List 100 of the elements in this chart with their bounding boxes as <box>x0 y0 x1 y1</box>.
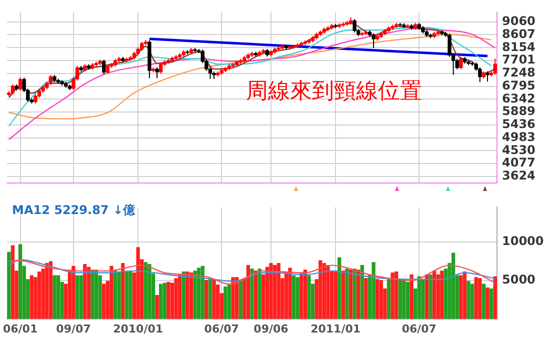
x-tick-label: 09/07 <box>56 322 91 336</box>
candlestick <box>372 32 376 48</box>
y-tick-label: 5000 <box>502 272 536 286</box>
bar <box>136 247 140 319</box>
bar <box>466 280 470 319</box>
candlestick <box>106 64 110 74</box>
bar <box>196 268 201 319</box>
bar <box>79 275 83 319</box>
bar <box>159 284 163 319</box>
bar <box>459 275 463 319</box>
bar <box>402 279 406 319</box>
bar <box>238 280 242 319</box>
bar <box>234 277 239 319</box>
bar <box>462 272 467 319</box>
bar <box>326 264 330 319</box>
bar <box>75 275 80 319</box>
bar <box>300 272 304 319</box>
bar <box>56 275 60 319</box>
bar <box>489 288 494 319</box>
candlestick <box>493 58 497 76</box>
x-tick-label: 06/07 <box>402 322 436 336</box>
bar <box>94 270 98 319</box>
candlestick <box>352 18 356 33</box>
bar <box>102 284 106 319</box>
bar <box>417 276 421 319</box>
bar <box>86 266 90 319</box>
bar <box>364 278 368 319</box>
bar <box>10 245 15 319</box>
bar <box>224 286 228 319</box>
annotation: 周線來到頸線位置 <box>246 78 422 106</box>
bar <box>212 279 216 319</box>
bar <box>379 280 383 319</box>
y-tick-label: 3624 <box>502 168 536 183</box>
y-tick-label: 8154 <box>502 40 536 54</box>
bar <box>356 270 360 319</box>
bar <box>117 272 121 319</box>
bar <box>421 280 425 319</box>
bar <box>48 261 53 319</box>
x-tick-label: 09/06 <box>254 322 289 336</box>
y-tick-label: 10000 <box>502 234 544 248</box>
bar <box>470 284 474 319</box>
bar <box>303 270 308 319</box>
bar <box>272 264 277 319</box>
bar <box>406 282 410 319</box>
x-tick-label: 06/07 <box>204 322 239 336</box>
y-tick-label: 6342 <box>502 91 536 106</box>
candlestick <box>102 59 106 74</box>
bar <box>193 270 197 319</box>
y-tick-label: 5889 <box>502 104 536 118</box>
bar <box>322 263 326 319</box>
bar <box>148 264 152 319</box>
bar <box>292 275 296 319</box>
y-tick-label: 5436 <box>502 117 536 132</box>
bar <box>451 252 456 319</box>
bar <box>227 284 232 319</box>
bar <box>90 270 94 319</box>
candlestick <box>18 77 22 92</box>
bar <box>307 275 311 319</box>
y-tick-label: 9060 <box>502 14 536 28</box>
bar <box>386 279 391 319</box>
bar <box>424 274 429 319</box>
bar <box>72 266 76 319</box>
bar <box>372 262 376 319</box>
bar <box>174 278 178 319</box>
annotation: MA12 5229.87 ↓億 <box>12 202 135 219</box>
bar <box>276 263 280 319</box>
bar <box>265 266 270 319</box>
bar <box>110 266 114 319</box>
bar <box>124 272 128 319</box>
candlestick <box>459 56 463 70</box>
bar <box>440 270 444 319</box>
y-tick-label: 7701 <box>502 52 536 67</box>
candlestick <box>159 62 163 74</box>
y-tick-label: 8607 <box>502 26 536 41</box>
bar <box>204 280 208 319</box>
bar <box>189 272 194 319</box>
bar <box>348 270 353 319</box>
bar <box>246 264 250 319</box>
bar <box>390 272 394 319</box>
bar <box>200 266 204 319</box>
bar <box>208 278 212 319</box>
bar <box>7 252 11 319</box>
bar <box>493 276 497 319</box>
y-tick-label: 7248 <box>502 66 536 80</box>
y-tick-label: 4983 <box>502 130 536 144</box>
bar <box>398 279 402 319</box>
y-tick-label: 4077 <box>502 156 536 170</box>
bar <box>231 277 235 319</box>
bar <box>394 272 398 319</box>
bar <box>52 275 56 319</box>
y-tick-label: 4530 <box>502 142 536 157</box>
bar <box>360 264 364 319</box>
bar <box>45 263 49 319</box>
candlestick <box>10 84 15 96</box>
bar <box>128 272 132 319</box>
bar <box>341 270 345 319</box>
bar <box>162 282 166 319</box>
candlestick <box>478 66 482 83</box>
x-tick-label: 2010/01 <box>113 322 164 336</box>
candlestick <box>48 74 53 86</box>
